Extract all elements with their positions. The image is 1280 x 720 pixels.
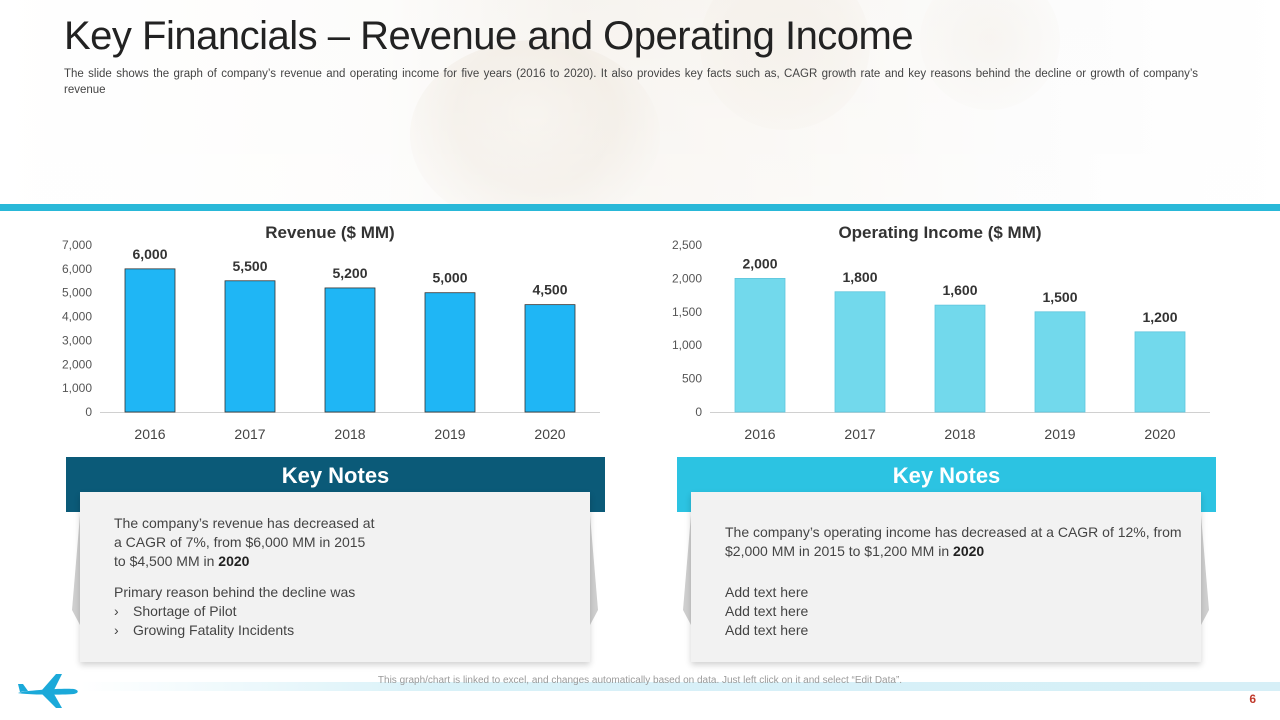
- y-tick-label: 4,000: [62, 310, 92, 324]
- x-tick-label: 2017: [844, 426, 875, 442]
- y-tick-label: 3,000: [62, 333, 92, 347]
- bullet-icon: ›: [114, 603, 119, 619]
- key-notes-card-right: The company’s operating income has decre…: [691, 492, 1201, 662]
- data-label: 1,600: [942, 282, 977, 298]
- x-tick-label: 2018: [334, 426, 365, 442]
- bar: [424, 292, 476, 413]
- income-note-text: The company’s operating income has decre…: [725, 524, 1182, 559]
- bar: [1034, 311, 1086, 413]
- card-fold-shadow: [683, 515, 691, 625]
- chart-title: Revenue ($ MM): [265, 223, 394, 242]
- x-tick-label: 2019: [434, 426, 465, 442]
- data-label: 5,500: [232, 258, 267, 274]
- bar: [324, 287, 376, 413]
- bullet-text: Growing Fatality Incidents: [133, 622, 295, 638]
- income-note-paragraph: The company’s operating income has decre…: [725, 523, 1187, 561]
- page-title: Key Financials – Revenue and Operating I…: [64, 14, 914, 58]
- data-label: 5,000: [432, 270, 467, 286]
- revenue-note-year: 2020: [218, 553, 250, 569]
- x-tick-label: 2018: [944, 426, 975, 442]
- operating-income-chart[interactable]: Operating Income ($ MM) 0 500 1,000 1,500 2,0…: [650, 212, 1230, 452]
- y-tick-label: 2,500: [672, 238, 702, 252]
- y-tick-label: 0: [85, 405, 92, 419]
- data-label: 5,200: [332, 265, 367, 281]
- footer-rule: [80, 682, 1280, 691]
- y-tick-label: 1,000: [672, 338, 702, 352]
- y-tick-label: 2,000: [62, 357, 92, 371]
- bar: [224, 280, 276, 413]
- data-label: 1,200: [1142, 309, 1177, 325]
- y-tick-label: 6,000: [62, 262, 92, 276]
- y-tick-label: 500: [682, 372, 702, 386]
- placeholder-line: Add text here: [725, 603, 809, 619]
- revenue-chart[interactable]: Revenue ($ MM) 0 1,000 2,000 3,000 4,000 5,000…: [40, 212, 620, 452]
- x-tick-label: 2017: [234, 426, 265, 442]
- placeholder-line: Add text here: [725, 622, 809, 638]
- y-tick-label: 5,000: [62, 286, 92, 300]
- data-label: 2,000: [742, 255, 777, 271]
- bar: [734, 278, 786, 413]
- y-tick-label: 1,500: [672, 305, 702, 319]
- chart-title: Operating Income ($ MM): [838, 223, 1041, 242]
- income-note-year: 2020: [953, 543, 985, 559]
- card-fold-shadow: [1201, 515, 1209, 625]
- y-tick-label: 0: [695, 405, 702, 419]
- x-tick-label: 2019: [1044, 426, 1075, 442]
- footer-note: This graph/chart is linked to excel, and…: [377, 675, 903, 686]
- revenue-note-text: The company’s revenue has decreased at a…: [114, 515, 375, 569]
- bar: [124, 268, 176, 413]
- revenue-note-paragraph: The company’s revenue has decreased at a…: [114, 514, 376, 571]
- bullet-text: Shortage of Pilot: [133, 603, 237, 619]
- data-label: 1,500: [1042, 289, 1077, 305]
- bullet-icon: ›: [114, 622, 119, 638]
- header-overlay: [0, 0, 1280, 204]
- card-fold-shadow: [72, 515, 80, 625]
- data-label: 6,000: [132, 246, 167, 262]
- y-tick-label: 2,000: [672, 271, 702, 285]
- card-fold-shadow: [590, 515, 598, 625]
- x-tick-label: 2020: [1144, 426, 1175, 442]
- key-notes-card-left: The company’s revenue has decreased at a…: [80, 492, 590, 662]
- page-number: 6: [1249, 692, 1256, 706]
- bar: [1134, 331, 1186, 413]
- accent-divider: [0, 204, 1280, 211]
- y-tick-label: 1,000: [62, 381, 92, 395]
- bar: [934, 304, 986, 413]
- data-label: 1,800: [842, 269, 877, 285]
- x-tick-label: 2016: [134, 426, 165, 442]
- header-background: [0, 0, 1280, 204]
- list-item: › Shortage of Pilot: [114, 602, 570, 621]
- y-tick-label: 7,000: [62, 238, 92, 252]
- x-tick-label: 2020: [534, 426, 565, 442]
- x-tick-label: 2016: [744, 426, 775, 442]
- list-item: › Growing Fatality Incidents: [114, 621, 570, 640]
- bar: [524, 304, 576, 413]
- placeholder-line: Add text here: [725, 584, 809, 600]
- page-subtitle: The slide shows the graph of company’s r…: [64, 68, 1198, 96]
- decline-reason-title: Primary reason behind the decline was: [114, 584, 356, 600]
- data-label: 4,500: [532, 282, 567, 298]
- bar: [834, 291, 886, 413]
- airplane-icon: [18, 674, 78, 708]
